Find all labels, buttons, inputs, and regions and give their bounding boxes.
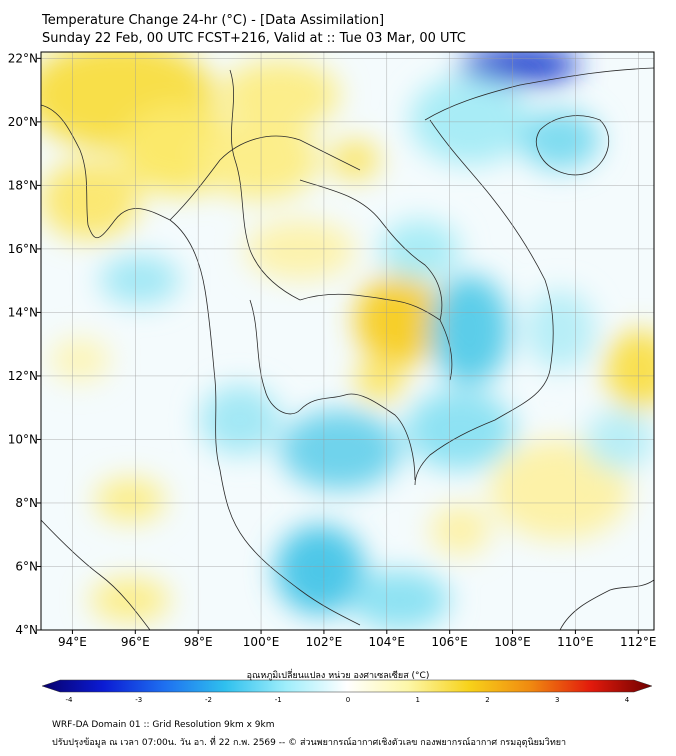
y-tick-label: 8°N bbox=[15, 496, 38, 510]
colorbar-tick-label: -2 bbox=[205, 696, 212, 704]
y-tick-label: 16°N bbox=[8, 242, 38, 256]
map-subtitle: Sunday 22 Feb, 00 UTC FCST+216, Valid at… bbox=[42, 31, 466, 46]
y-tick-label: 12°N bbox=[8, 369, 38, 383]
colorbar-tick-label: 0 bbox=[346, 696, 350, 704]
colorbar-tick-label: 3 bbox=[555, 696, 559, 704]
colorbar-tick-label: 1 bbox=[416, 696, 420, 704]
x-tick-label: 108°E bbox=[494, 635, 531, 649]
x-tick-label: 106°E bbox=[431, 635, 468, 649]
colorbar-ticks: -4 -3 -2 -1 0 1 2 3 4 bbox=[66, 696, 630, 704]
coastlines bbox=[41, 67, 654, 630]
y-tick-label: 22°N bbox=[8, 51, 38, 65]
y-tick-label: 20°N bbox=[8, 115, 38, 129]
colorbar-tick-label: -3 bbox=[135, 696, 142, 704]
x-tick-label: 100°E bbox=[243, 635, 280, 649]
x-tick-label: 102°E bbox=[306, 635, 343, 649]
footer-domain-info: WRF-DA Domain 01 :: Grid Resolution 9km … bbox=[52, 720, 275, 730]
y-tick-label: 4°N bbox=[15, 623, 38, 637]
x-tick-label: 94°E bbox=[58, 635, 87, 649]
colorbar-tick-label: -1 bbox=[275, 696, 282, 704]
x-tick-label: 104°E bbox=[369, 635, 406, 649]
colorbar-tick-label: -4 bbox=[66, 696, 74, 704]
colorbar-title: อุณหภูมิเปลี่ยนแปลง หน่วย องศาเซลเซียส (… bbox=[246, 671, 430, 681]
x-tick-label: 98°E bbox=[184, 635, 213, 649]
map-title: Temperature Change 24-hr (°C) - [Data As… bbox=[42, 13, 385, 28]
x-tick-label: 96°E bbox=[121, 635, 150, 649]
plot-frame bbox=[40, 51, 655, 631]
y-tick-label: 6°N bbox=[15, 559, 38, 573]
y-tick-label: 10°N bbox=[8, 432, 38, 446]
map-gridlines bbox=[41, 52, 654, 630]
x-tick-label: 110°E bbox=[557, 635, 594, 649]
colorbar-tick-label: 4 bbox=[625, 696, 630, 704]
colorbar: -4 -3 -2 -1 0 1 2 3 4 bbox=[41, 679, 653, 704]
y-tick-label: 14°N bbox=[8, 305, 38, 319]
y-tick-label: 18°N bbox=[8, 178, 38, 192]
colorbar-bar bbox=[41, 679, 653, 693]
x-axis-ticks: 94°E 96°E 98°E 100°E 102°E 104°E 106°E 108°E 110… bbox=[58, 630, 657, 649]
y-axis-ticks: 22°N 20°N 18°N 16°N 14°N 12°N 10°N 8°N 6°N 4°N bbox=[8, 51, 41, 637]
colorbar-tick-label: 2 bbox=[485, 696, 489, 704]
x-tick-label: 112°E bbox=[620, 635, 657, 649]
footer-credit: ปรับปรุงข้อมูล ณ เวลา 07:00น. วัน อา. ที… bbox=[52, 738, 567, 748]
